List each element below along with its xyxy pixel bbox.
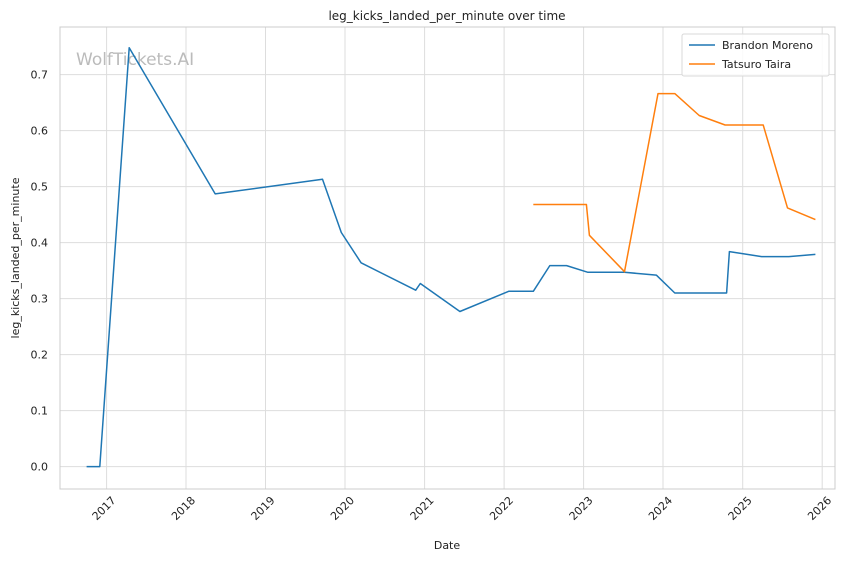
x-tick-label: 2020 [328, 494, 357, 523]
x-tick-label: 2026 [805, 494, 834, 523]
y-axis-label: leg_kicks_landed_per_minute [9, 177, 22, 338]
chart-title: leg_kicks_landed_per_minute over time [328, 9, 565, 23]
x-tick-label: 2017 [90, 494, 119, 523]
y-tick-label: 0.3 [31, 293, 49, 306]
x-tick-label: 2018 [169, 494, 198, 523]
x-axis-label: Date [434, 539, 461, 552]
y-tick-label: 0.6 [31, 125, 49, 138]
x-tick-label: 2019 [249, 494, 278, 523]
plot-area-frame [59, 26, 836, 490]
series-lines [86, 46, 816, 468]
grid-lines [60, 27, 835, 489]
x-tick-label: 2022 [487, 494, 516, 523]
y-tick-label: 0.1 [31, 405, 49, 418]
y-tick-label: 0.0 [31, 461, 49, 474]
watermark-text: WolfTickets.AI [76, 50, 194, 70]
y-tick-label: 0.2 [31, 349, 49, 362]
series-line-brandon-moreno [86, 46, 816, 468]
legend-label-tatsuro-taira: Tatsuro Taira [721, 58, 791, 71]
x-tick-label: 2021 [408, 494, 437, 523]
y-tick-label: 0.7 [31, 69, 49, 82]
x-tick-label: 2025 [726, 494, 755, 523]
chart-legend: Brandon Moreno Tatsuro Taira [681, 33, 830, 77]
y-tick-label: 0.5 [31, 181, 49, 194]
legend-label-brandon-moreno: Brandon Moreno [722, 39, 813, 52]
legend-box [681, 33, 830, 77]
series-line-tatsuro-taira [533, 92, 816, 273]
axis-ticks: 0.0 0.1 0.2 0.3 0.4 0.5 0.6 0.7 2017 2018 2019 2020… [31, 69, 835, 523]
y-tick-label: 0.4 [31, 237, 49, 250]
x-tick-label: 2023 [567, 494, 596, 523]
x-tick-label: 2024 [646, 494, 675, 523]
